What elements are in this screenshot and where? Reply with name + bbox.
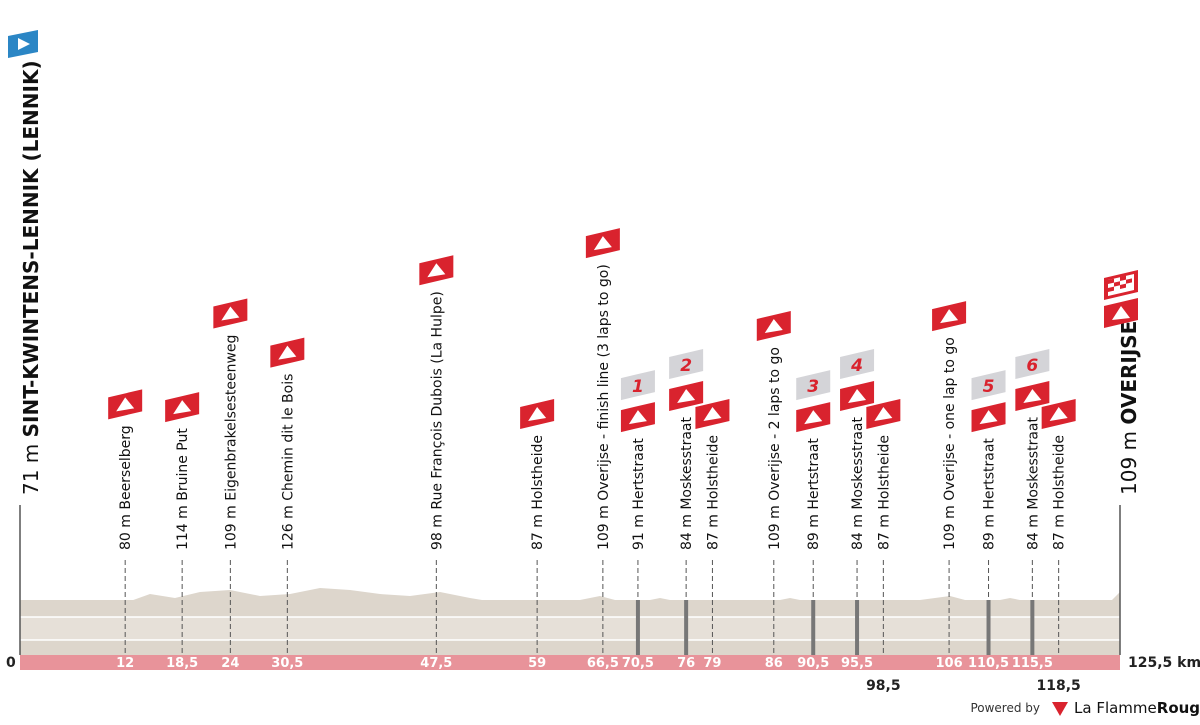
climb-icon — [940, 309, 959, 324]
km-label: 95,5 — [841, 656, 873, 671]
km-label: 98,5 — [866, 678, 901, 694]
sector-number: 4 — [850, 356, 863, 376]
km-label: 66,5 — [587, 656, 619, 671]
climb-icon — [116, 397, 135, 412]
km-label: 30,5 — [271, 656, 303, 671]
km-label: 18,5 — [166, 656, 198, 671]
finish-altitude: 109 m — [1117, 431, 1141, 495]
climb-icon — [628, 410, 647, 425]
km-label: 59 — [528, 656, 546, 671]
brand-a: La Flamme — [1074, 699, 1157, 717]
point-label: 87 m Holstheide — [876, 435, 892, 550]
climb-icon — [278, 345, 297, 360]
climb-flag — [971, 370, 1006, 401]
point-label: 84 m Moskesstraat — [850, 416, 866, 550]
start-km: 0 — [6, 655, 16, 671]
climb-icon — [221, 306, 240, 321]
point-label: 109 m Overijse - one lap to go — [942, 337, 958, 550]
point-label: 87 m Holstheide — [530, 435, 546, 550]
cobble-bar — [1030, 600, 1035, 655]
brand-logo — [1052, 702, 1068, 716]
profile-terrain — [20, 588, 1120, 617]
climb-icon — [593, 236, 612, 251]
climb-flag — [620, 370, 655, 401]
cobble-bar — [855, 600, 860, 655]
cobble-bar — [986, 600, 991, 655]
point-label: 89 m Hertstraat — [806, 438, 822, 550]
brand-b: Rouge — [1157, 699, 1200, 717]
point-label: 109 m Overijse - finish line (3 laps to … — [596, 264, 612, 550]
profile-band — [20, 617, 1120, 640]
point-label: 98 m Rue François Dubois (La Hulpe) — [429, 291, 445, 550]
climb-icon — [979, 410, 998, 425]
point-label: 109 m Eigenbrakelsesteenweg — [223, 335, 239, 550]
km-label: 118,5 — [1036, 678, 1080, 694]
powered-by: Powered by — [970, 701, 1040, 715]
point-label: 91 m Hertstraat — [631, 438, 647, 550]
climb-icon — [427, 263, 446, 278]
climb-flag — [669, 349, 704, 379]
start-altitude: 71 m — [19, 444, 43, 495]
sector-number: 3 — [807, 377, 819, 397]
climb-icon — [848, 389, 867, 403]
finish-flags — [1104, 270, 1138, 328]
sector-number: 2 — [680, 356, 692, 376]
climb-icon — [874, 407, 893, 421]
km-label: 47,5 — [420, 656, 452, 671]
km-label: 24 — [221, 656, 239, 671]
point-label: 109 m Overijse - 2 laps to go — [767, 347, 783, 550]
climb-flag — [1015, 349, 1050, 379]
climb-icon — [703, 407, 722, 421]
cobble-bar — [684, 600, 689, 655]
point-label: 114 m Bruine Put — [175, 428, 191, 550]
point-label: 84 m Moskesstraat — [1025, 416, 1041, 550]
point-label: 126 m Chemin dit le Bois — [280, 374, 296, 550]
climb-flag — [796, 370, 831, 401]
climb-icon — [528, 407, 547, 421]
climb-flag — [840, 349, 875, 379]
km-label: 90,5 — [797, 656, 829, 671]
point-label: 89 m Hertstraat — [982, 438, 998, 550]
point-label: 84 m Moskesstraat — [679, 416, 695, 550]
sector-number: 5 — [983, 377, 995, 397]
climb-icon — [764, 319, 783, 333]
climb-icon — [677, 389, 696, 403]
start-name: SINT-KWINTENS-LENNIK (LENNIK) — [19, 60, 43, 437]
km-label: 86 — [765, 656, 783, 671]
km-label: 115,5 — [1012, 656, 1053, 671]
cobble-bar — [811, 600, 816, 655]
km-label: 76 — [677, 656, 695, 671]
start-label: 71 m SINT-KWINTENS-LENNIK (LENNIK) — [19, 60, 43, 495]
km-label: 106 — [936, 656, 963, 671]
sector-number: 6 — [1026, 356, 1038, 376]
climb-icon — [1023, 389, 1042, 403]
start-icon — [18, 38, 30, 50]
finish-label: 109 m OVERIJSE — [1117, 321, 1141, 495]
km-label: 12 — [116, 656, 134, 671]
cobble-bar — [635, 600, 640, 655]
point-label: 80 m Beerselberg — [118, 425, 134, 550]
climb-icon — [1049, 407, 1068, 421]
climb-icon — [173, 400, 192, 415]
point-label: 87 m Holstheide — [1052, 435, 1068, 550]
finish-km: 125,5 km — [1128, 655, 1200, 671]
sector-number: 1 — [632, 377, 644, 397]
km-label: 79 — [703, 656, 721, 671]
brand: La FlammeRouge — [1074, 699, 1200, 717]
finish-name: OVERIJSE — [1117, 321, 1141, 425]
km-band — [20, 655, 1120, 670]
climb-icon — [804, 410, 823, 425]
km-label: 110,5 — [968, 656, 1009, 671]
point-label: 87 m Holstheide — [705, 435, 721, 550]
km-label: 70,5 — [622, 656, 654, 671]
